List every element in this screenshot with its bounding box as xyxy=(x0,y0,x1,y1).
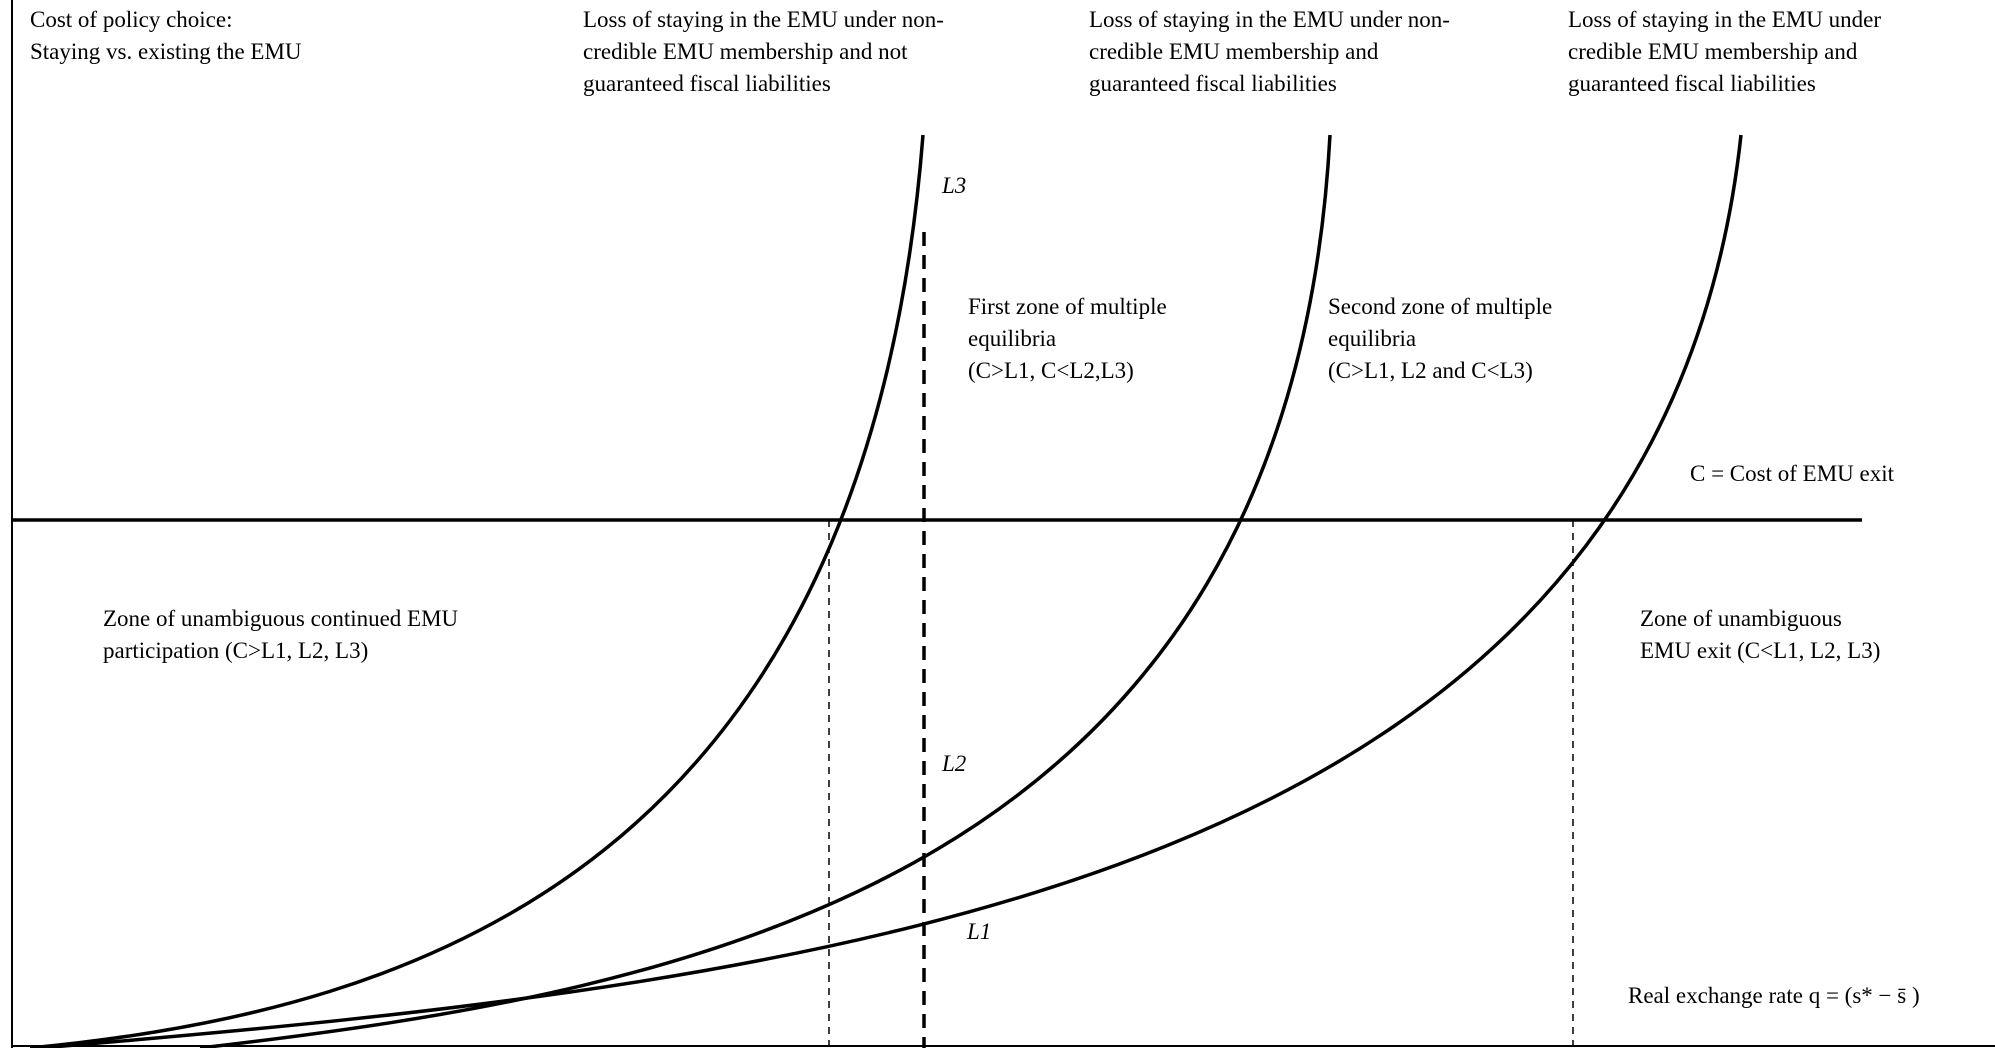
curve-l3-description: Loss of staying in the EMU under non- cr… xyxy=(583,7,944,96)
curve-l1-description: Loss of staying in the EMU under credibl… xyxy=(1568,7,1882,96)
second-multiple-equilibria-zone: Second zone of multiple equilibria (C>L1… xyxy=(1328,294,1553,383)
y-axis-title: Cost of policy choice: Staying vs. exist… xyxy=(30,7,302,64)
first-multiple-equilibria-zone: First zone of multiple equilibria (C>L1,… xyxy=(968,294,1167,383)
curve-l2-label: L2 xyxy=(942,751,967,776)
curve-l1-label: L1 xyxy=(967,919,992,944)
curve-l3 xyxy=(29,134,925,1048)
unambiguous-exit-zone: Zone of unambiguous EMU exit (C<L1, L2, … xyxy=(1640,606,1881,663)
cost-of-exit-label: C = Cost of EMU exit xyxy=(1690,461,1895,486)
curve-l1 xyxy=(39,134,1743,1048)
curve-l2 xyxy=(199,134,1332,1048)
curve-l2-description: Loss of staying in the EMU under non- cr… xyxy=(1089,7,1450,96)
curve-l3-label: L3 xyxy=(942,173,967,198)
continued-participation-zone: Zone of unambiguous continued EMU partic… xyxy=(103,606,459,663)
x-axis-title: Real exchange rate q = (s* − s̄ ) xyxy=(1628,983,1920,1008)
